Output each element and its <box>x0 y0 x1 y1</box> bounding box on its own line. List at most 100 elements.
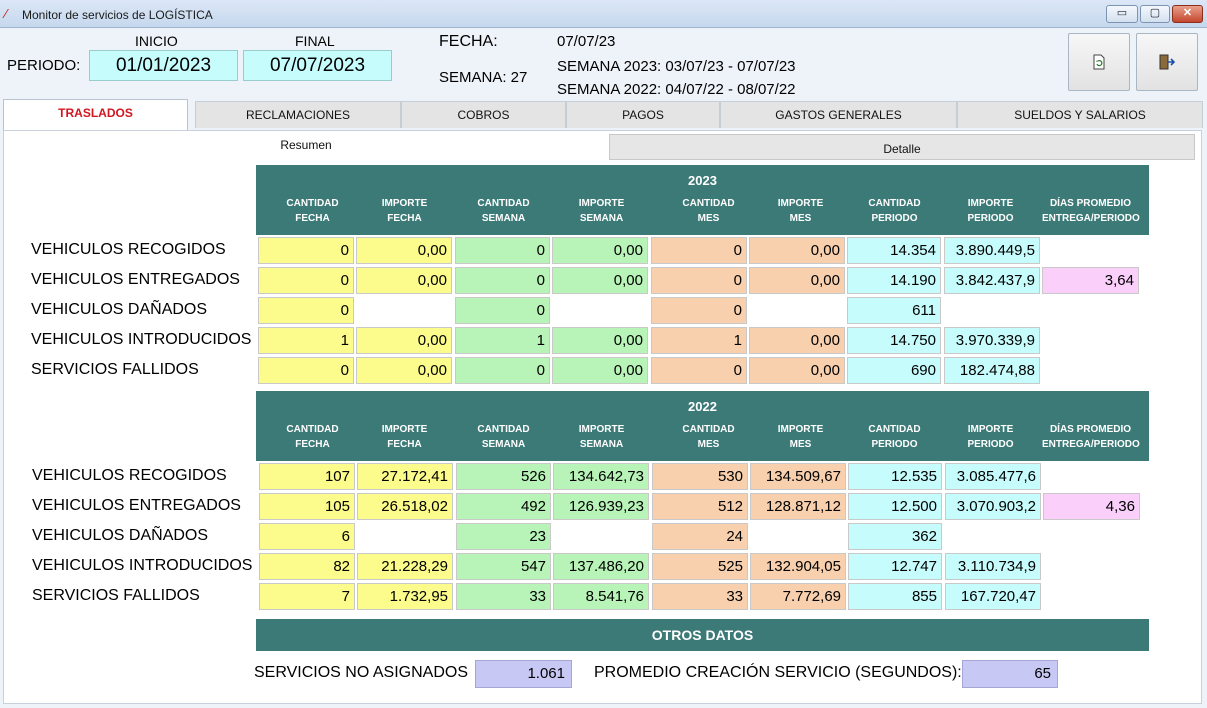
cell-recogidos-cantidad-mes: 0 <box>651 237 747 264</box>
cell-fallidos-cantidad-periodo: 690 <box>847 357 941 384</box>
cell-entregados-importe-fecha: 0,00 <box>356 267 452 294</box>
subtab-resumen[interactable]: Resumen <box>4 131 608 159</box>
tab-sueldos-salarios[interactable]: SUELDOS Y SALARIOS <box>957 101 1203 128</box>
tab-traslados[interactable]: TRASLADOS <box>3 99 188 130</box>
col-cantidad-mes: CANTIDAD MES <box>682 198 735 224</box>
promedio-creacion-label: PROMEDIO CREACIÓN SERVICIO (SEGUNDOS): <box>594 664 962 681</box>
cell-entregados-cantidad-fecha: 105 <box>259 493 355 520</box>
cell-recogidos-cantidad-fecha: 107 <box>259 463 355 490</box>
tab-cobros[interactable]: COBROS <box>401 101 566 128</box>
cell-danados-cantidad-mes: 0 <box>651 297 747 324</box>
col-cantidad-mes: CANTIDAD MES <box>682 424 735 450</box>
cell-fallidos-importe-mes: 0,00 <box>749 357 845 384</box>
cell-entregados-importe-mes: 128.871,12 <box>750 493 846 520</box>
no-asignados-label: SERVICIOS NO ASIGNADOS <box>254 664 468 681</box>
inicio-label: INICIO <box>135 33 178 49</box>
inicio-date-field[interactable]: 01/01/2023 <box>89 50 238 81</box>
col-dias-promedio: DÍAS PROMEDIO ENTREGA/PERIODO <box>1042 424 1140 450</box>
row-label-fallidos: SERVICIOS FALLIDOS <box>32 587 200 604</box>
cell-entregados-importe-periodo: 3.842.437,9 <box>944 267 1040 294</box>
cell-fallidos-cantidad-semana: 0 <box>455 357 550 384</box>
cell-introducidos-importe-periodo: 3.110.734,9 <box>945 553 1041 580</box>
close-button[interactable]: ✕ <box>1172 5 1203 23</box>
col-dias-promedio: DÍAS PROMEDIO ENTREGA/PERIODO <box>1042 198 1140 224</box>
row-label-danados: VEHICULOS DAÑADOS <box>32 527 209 544</box>
window-title: Monitor de servicios de LOGÍSTICA <box>22 8 213 22</box>
col-importe-mes: IMPORTE MES <box>777 424 824 450</box>
table-header-2022: 2022 CANTIDAD FECHA IMPORTE FECHA CANTID… <box>256 391 1149 461</box>
cell-introducidos-cantidad-fecha: 1 <box>258 327 354 354</box>
col-importe-mes: IMPORTE MES <box>777 198 824 224</box>
no-asignados-value: 1.061 <box>475 660 572 688</box>
exit-door-icon <box>1158 53 1176 70</box>
col-importe-semana: IMPORTE SEMANA <box>578 198 625 224</box>
year-title-2022: 2022 <box>688 399 717 414</box>
cell-entregados-cantidad-mes: 512 <box>652 493 748 520</box>
subtab-detalle[interactable]: Detalle <box>609 134 1195 160</box>
row-label-recogidos: VEHICULOS RECOGIDOS <box>32 467 227 484</box>
refresh-document-icon <box>1092 53 1106 70</box>
fecha-value: 07/07/23 <box>557 33 616 50</box>
col-cantidad-semana: CANTIDAD SEMANA <box>477 198 530 224</box>
cell-danados-cantidad-semana: 0 <box>455 297 550 324</box>
final-date-field[interactable]: 07/07/2023 <box>243 50 392 81</box>
cell-recogidos-importe-mes: 134.509,67 <box>750 463 846 490</box>
cell-fallidos-importe-periodo: 167.720,47 <box>945 583 1041 610</box>
final-label: FINAL <box>295 33 335 49</box>
cell-fallidos-importe-mes: 7.772,69 <box>750 583 846 610</box>
row-label-recogidos: VEHICULOS RECOGIDOS <box>31 241 226 258</box>
row-label-introducidos: VEHICULOS INTRODUCIDOS <box>31 331 252 348</box>
cell-entregados-importe-semana: 0,00 <box>552 267 648 294</box>
col-importe-fecha: IMPORTE FECHA <box>381 198 428 224</box>
semana-label: SEMANA: 27 <box>439 69 528 86</box>
col-cantidad-fecha: CANTIDAD FECHA <box>286 424 339 450</box>
cell-entregados-cantidad-periodo: 14.190 <box>847 267 941 294</box>
minimize-button[interactable]: ▭ <box>1106 5 1138 23</box>
cell-introducidos-importe-fecha: 0,00 <box>356 327 452 354</box>
cell-introducidos-cantidad-mes: 1 <box>651 327 747 354</box>
cell-recogidos-importe-fecha: 0,00 <box>356 237 452 264</box>
cell-fallidos-cantidad-mes: 0 <box>651 357 747 384</box>
cell-entregados-cantidad-semana: 0 <box>455 267 550 294</box>
refresh-button[interactable] <box>1068 33 1130 91</box>
cell-entregados-cantidad-fecha: 0 <box>258 267 354 294</box>
table-header-2023: 2023 CANTIDAD FECHA IMPORTE FECHA CANTID… <box>256 165 1149 235</box>
cell-entregados-dias-promedio: 3,64 <box>1042 267 1139 294</box>
exit-button[interactable] <box>1136 33 1198 91</box>
tab-reclamaciones[interactable]: RECLAMACIONES <box>195 101 401 128</box>
cell-introducidos-importe-periodo: 3.970.339,9 <box>944 327 1040 354</box>
semana-2023-range: SEMANA 2023: 03/07/23 - 07/07/23 <box>557 58 796 75</box>
col-cantidad-semana: CANTIDAD SEMANA <box>477 424 530 450</box>
cell-fallidos-importe-fecha: 1.732,95 <box>357 583 453 610</box>
cell-recogidos-importe-mes: 0,00 <box>749 237 845 264</box>
cell-entregados-cantidad-periodo: 12.500 <box>848 493 942 520</box>
cell-recogidos-importe-semana: 0,00 <box>552 237 648 264</box>
semana-2022-range: SEMANA 2022: 04/07/22 - 08/07/22 <box>557 81 796 98</box>
cell-recogidos-cantidad-periodo: 12.535 <box>848 463 942 490</box>
maximize-button[interactable]: ▢ <box>1140 5 1170 23</box>
cell-entregados-importe-periodo: 3.070.903,2 <box>945 493 1041 520</box>
app-icon: ⁄ <box>5 6 8 21</box>
cell-introducidos-cantidad-fecha: 82 <box>259 553 355 580</box>
cell-fallidos-importe-fecha: 0,00 <box>356 357 452 384</box>
periodo-label: PERIODO: <box>7 57 81 74</box>
cell-introducidos-cantidad-mes: 525 <box>652 553 748 580</box>
cell-introducidos-cantidad-semana: 1 <box>455 327 550 354</box>
cell-entregados-importe-semana: 126.939,23 <box>553 493 649 520</box>
cell-fallidos-importe-periodo: 182.474,88 <box>944 357 1040 384</box>
row-label-danados: VEHICULOS DAÑADOS <box>31 301 208 318</box>
cell-entregados-dias-promedio: 4,36 <box>1043 493 1140 520</box>
cell-fallidos-cantidad-mes: 33 <box>652 583 748 610</box>
cell-fallidos-importe-semana: 0,00 <box>552 357 648 384</box>
cell-introducidos-importe-mes: 132.904,05 <box>750 553 846 580</box>
tab-pagos[interactable]: PAGOS <box>566 101 720 128</box>
cell-introducidos-cantidad-periodo: 14.750 <box>847 327 941 354</box>
cell-danados-cantidad-fecha: 0 <box>258 297 354 324</box>
cell-fallidos-cantidad-periodo: 855 <box>848 583 942 610</box>
cell-recogidos-cantidad-fecha: 0 <box>258 237 354 264</box>
cell-entregados-cantidad-mes: 0 <box>651 267 747 294</box>
tab-gastos-generales[interactable]: GASTOS GENERALES <box>720 101 957 128</box>
col-cantidad-periodo: CANTIDAD PERIODO <box>868 424 921 450</box>
cell-introducidos-importe-semana: 0,00 <box>552 327 648 354</box>
cell-danados-cantidad-fecha: 6 <box>259 523 355 550</box>
